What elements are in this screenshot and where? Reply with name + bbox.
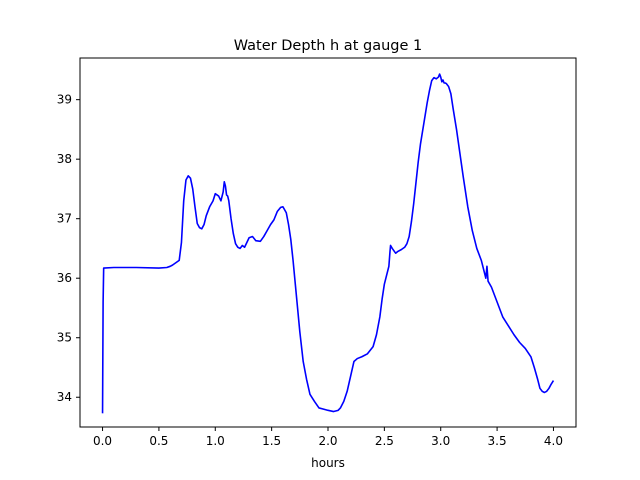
y-axis: 34 35 36 37 38 39	[57, 93, 80, 404]
y-tick-label: 38	[57, 152, 72, 166]
y-tick-label: 36	[57, 271, 72, 285]
x-tick-label: 0.5	[149, 434, 168, 448]
x-tick-label: 4.0	[544, 434, 563, 448]
chart-title: Water Depth h at gauge 1	[234, 38, 422, 54]
x-tick-label: 1.5	[262, 434, 281, 448]
y-tick-label: 37	[57, 212, 72, 226]
y-tick-label: 34	[57, 390, 72, 404]
x-tick-label: 2.0	[318, 434, 337, 448]
x-axis-label: hours	[311, 456, 345, 470]
x-tick-label: 3.5	[488, 434, 507, 448]
series-line-1	[101, 73, 555, 414]
x-tick-label: 1.0	[206, 434, 225, 448]
x-tick-label: 3.0	[431, 434, 450, 448]
x-axis: 0.0 0.5 1.0 1.5 2.0 2.5 3.0 3.5 4.0	[93, 427, 563, 448]
x-tick-label: 0.0	[93, 434, 112, 448]
x-tick-label: 2.5	[375, 434, 394, 448]
y-tick-label: 39	[57, 93, 72, 107]
y-tick-label: 35	[57, 331, 72, 345]
